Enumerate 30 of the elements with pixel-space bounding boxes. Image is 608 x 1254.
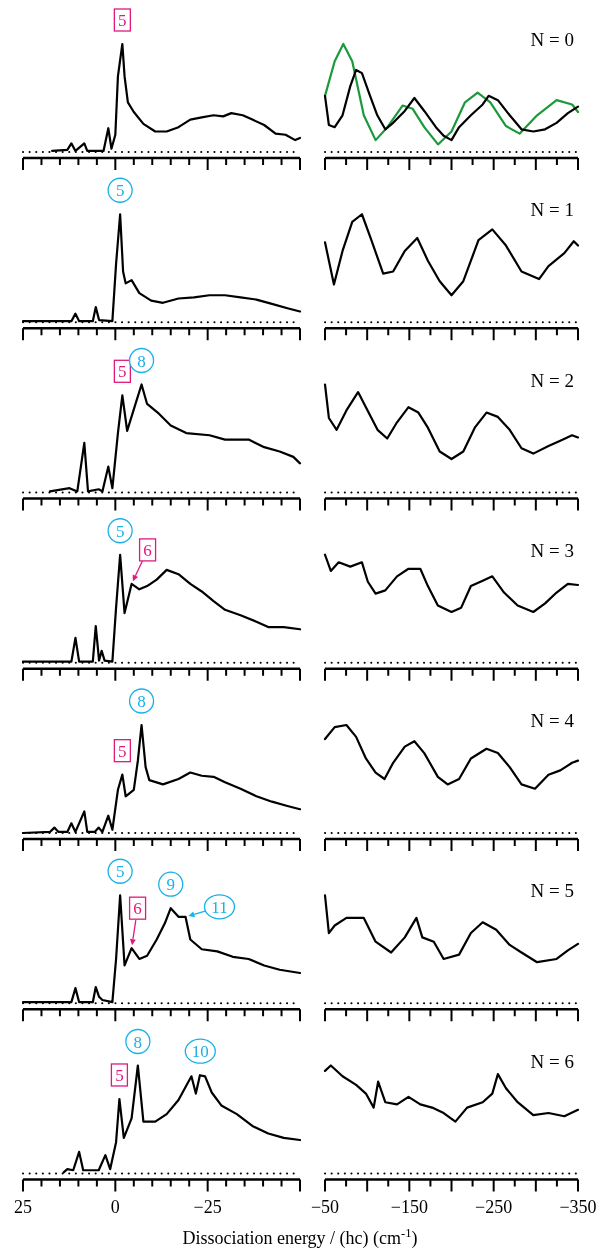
x-tick-label: −25 <box>193 1196 222 1217</box>
annotation: 6 <box>133 899 142 919</box>
annotation: 5 <box>118 741 127 761</box>
x-tick-label: 25 <box>14 1196 32 1217</box>
chart-title: N = 6 <box>530 1050 574 1072</box>
annotation: 8 <box>137 692 146 711</box>
annotation: 8 <box>133 1032 143 1052</box>
x-tick-label: −150 <box>390 1196 428 1217</box>
annotation: 10 <box>191 1042 209 1062</box>
annotation: 9 <box>166 875 175 895</box>
x-axis-title: Dissociation energy / (hc) (cm$^{-1}$) <box>182 1225 418 1249</box>
chart-title: N = 4 <box>530 710 575 731</box>
annotation: 5 <box>115 521 125 541</box>
chart-title: N = 0 <box>530 29 574 50</box>
chart-title: N = 3 <box>530 539 574 561</box>
annotation: 8 <box>137 351 146 371</box>
annotation: 11 <box>211 897 228 917</box>
chart-title: N = 5 <box>530 880 574 902</box>
annotation: 5 <box>118 362 127 382</box>
annotation: 5 <box>115 862 125 882</box>
x-tick-label: −50 <box>310 1196 340 1217</box>
annotation: 6 <box>143 540 152 560</box>
annotation: 5 <box>118 11 127 30</box>
x-tick-label: 0 <box>110 1196 120 1217</box>
chart-title: N = 2 <box>530 369 574 391</box>
annotation: 5 <box>115 1065 124 1085</box>
x-tick-label: −350 <box>559 1196 597 1217</box>
chart-title: N = 1 <box>530 199 574 221</box>
annotation: 5 <box>115 181 125 201</box>
x-tick-label: −250 <box>475 1196 513 1217</box>
